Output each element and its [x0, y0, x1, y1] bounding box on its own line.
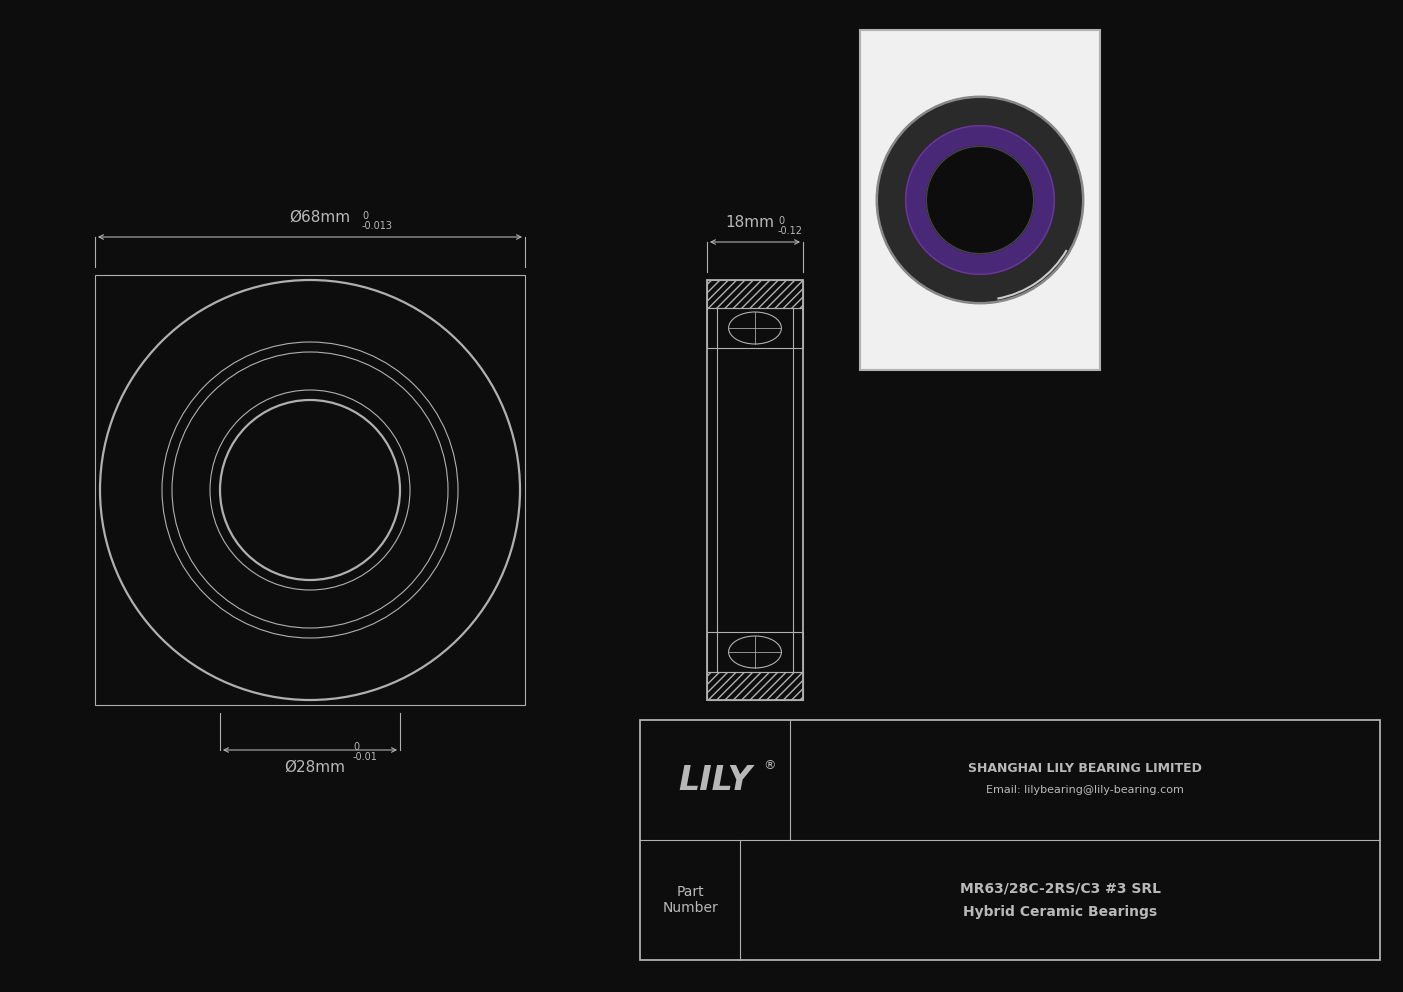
- Text: 0: 0: [354, 742, 359, 752]
- Bar: [707, 308, 803, 348]
- Bar: [707, 632, 803, 672]
- Text: Email: lilybearing@lily-bearing.com: Email: lilybearing@lily-bearing.com: [986, 785, 1184, 795]
- Text: Hybrid Ceramic Bearings: Hybrid Ceramic Bearings: [962, 905, 1157, 919]
- Bar: [707, 672, 803, 700]
- Text: 0: 0: [779, 216, 784, 226]
- Circle shape: [926, 147, 1034, 254]
- Text: MR63/28C-2RS/C3 #3 SRL: MR63/28C-2RS/C3 #3 SRL: [960, 881, 1160, 895]
- Text: ®: ®: [763, 760, 776, 773]
- Text: -0.01: -0.01: [354, 752, 377, 762]
- Text: Part
Number: Part Number: [662, 885, 718, 915]
- Bar: [860, 30, 1100, 370]
- Text: Ø28mm: Ø28mm: [285, 760, 345, 775]
- Text: -0.013: -0.013: [362, 221, 393, 231]
- Bar: [707, 280, 803, 308]
- Text: LILY: LILY: [678, 764, 752, 797]
- Bar: [95, 275, 525, 705]
- Text: SHANGHAI LILY BEARING LIMITED: SHANGHAI LILY BEARING LIMITED: [968, 762, 1202, 775]
- Text: -0.12: -0.12: [779, 226, 803, 236]
- Bar: [707, 280, 803, 700]
- Text: 18mm: 18mm: [725, 215, 774, 230]
- Text: 0: 0: [362, 211, 368, 221]
- Circle shape: [906, 126, 1054, 275]
- Circle shape: [877, 97, 1083, 304]
- Bar: [640, 720, 1381, 960]
- Text: Ø68mm: Ø68mm: [289, 210, 351, 225]
